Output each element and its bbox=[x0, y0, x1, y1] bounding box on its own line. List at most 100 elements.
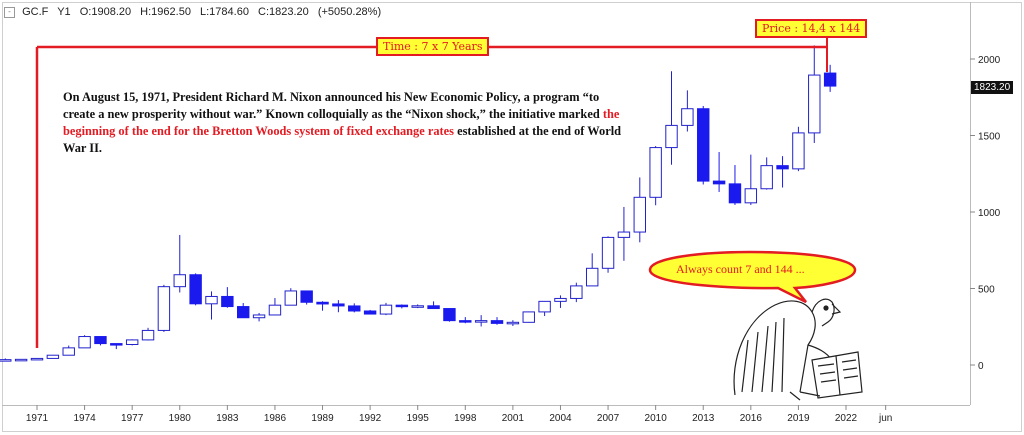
candle bbox=[554, 295, 567, 308]
candle bbox=[157, 284, 171, 332]
candle bbox=[760, 157, 773, 190]
candle-body bbox=[728, 183, 742, 204]
candle-body bbox=[332, 303, 345, 307]
candle bbox=[792, 126, 805, 172]
candle-body bbox=[395, 304, 409, 308]
candle-body bbox=[268, 304, 282, 316]
candle bbox=[125, 339, 139, 346]
candle-body bbox=[538, 300, 551, 313]
candle-body bbox=[411, 305, 424, 308]
candle-body bbox=[379, 304, 393, 315]
candle-body bbox=[474, 320, 488, 323]
candle bbox=[538, 300, 551, 317]
x-tick-label: 2016 bbox=[740, 413, 763, 424]
candle-body bbox=[110, 343, 123, 346]
time-label: Time : 7 x 7 Years bbox=[376, 37, 490, 56]
chart-header: - GC.F Y1 O:1908.20 H:1962.50 L:1784.60 … bbox=[4, 6, 387, 18]
candle bbox=[173, 234, 186, 293]
candle bbox=[221, 287, 234, 308]
candle bbox=[300, 290, 313, 305]
candle-body bbox=[30, 357, 44, 361]
candle-body bbox=[221, 295, 234, 308]
candle-body bbox=[157, 286, 171, 331]
x-tick-label: 2001 bbox=[502, 413, 525, 424]
note-text-part1: On August 15, 1971, President Richard M.… bbox=[63, 90, 603, 121]
candle-body bbox=[490, 320, 504, 324]
candle bbox=[522, 311, 535, 323]
candle bbox=[0, 358, 12, 362]
y-tick-label: 2000 bbox=[978, 55, 1001, 66]
candle bbox=[62, 345, 75, 356]
collapse-icon[interactable]: - bbox=[4, 6, 15, 18]
candle-body bbox=[363, 310, 377, 315]
candle bbox=[808, 45, 821, 143]
candle-body bbox=[506, 321, 520, 325]
close-value: C:1823.20 bbox=[258, 6, 309, 18]
x-tick-label: 1983 bbox=[216, 413, 239, 424]
x-tick-label: 2013 bbox=[692, 413, 715, 424]
candle-body bbox=[633, 196, 646, 233]
candle-body bbox=[300, 290, 313, 303]
candle bbox=[252, 312, 266, 322]
candle bbox=[30, 357, 44, 361]
candle bbox=[617, 206, 631, 261]
x-tick-label: 1977 bbox=[121, 413, 144, 424]
candle-body bbox=[808, 74, 821, 134]
candle-body bbox=[522, 311, 535, 323]
candle bbox=[823, 64, 837, 92]
candle-body bbox=[173, 274, 186, 288]
x-tick-label: 2010 bbox=[645, 413, 668, 424]
candle bbox=[237, 303, 250, 319]
candle bbox=[474, 315, 488, 327]
nixon-shock-note: On August 15, 1971, President Richard M.… bbox=[63, 89, 623, 157]
note-highlight: the beginning of the end for the Bretton… bbox=[63, 107, 620, 138]
candle-body bbox=[125, 339, 139, 345]
candle bbox=[427, 301, 440, 310]
candle bbox=[205, 291, 218, 320]
candle bbox=[776, 156, 789, 188]
candle bbox=[141, 327, 155, 341]
candle bbox=[649, 146, 662, 206]
change-value: (+5050.28%) bbox=[317, 6, 382, 18]
candle-body bbox=[62, 347, 75, 356]
y-tick-label: 0 bbox=[978, 361, 984, 372]
candle-body bbox=[284, 290, 298, 306]
candle-body bbox=[681, 108, 694, 126]
candle-body bbox=[792, 132, 805, 170]
candle-body bbox=[601, 236, 615, 269]
candle bbox=[316, 301, 329, 311]
candle-body bbox=[443, 308, 456, 322]
candle-body bbox=[141, 329, 155, 341]
candle bbox=[284, 288, 298, 306]
candle bbox=[94, 336, 107, 346]
candle bbox=[78, 335, 91, 349]
speech-bubble-text: Always count 7 and 144 ... bbox=[676, 262, 805, 276]
x-tick-label: 1971 bbox=[26, 413, 49, 424]
price-label: Price : 14,4 x 144 bbox=[755, 19, 868, 38]
candle-body bbox=[189, 274, 202, 305]
candle bbox=[744, 154, 758, 205]
candle-body bbox=[554, 297, 567, 302]
candle-body bbox=[348, 305, 361, 312]
interval-label: Y1 bbox=[57, 6, 71, 18]
candle bbox=[332, 300, 345, 313]
speech-bubble bbox=[648, 250, 857, 304]
x-tick-label: 2007 bbox=[597, 413, 620, 424]
candle-body bbox=[237, 306, 250, 319]
candle-body bbox=[78, 336, 91, 349]
candle bbox=[379, 302, 393, 316]
candle-body bbox=[459, 320, 472, 323]
candle-body bbox=[316, 301, 329, 305]
candle-body bbox=[697, 108, 710, 182]
x-tick-label: 1974 bbox=[73, 413, 96, 424]
low-value: L:1784.60 bbox=[200, 6, 249, 18]
candle bbox=[728, 165, 742, 205]
candle-body bbox=[14, 358, 28, 362]
open-value: O:1908.20 bbox=[79, 6, 132, 18]
candle bbox=[697, 105, 710, 185]
last-price-tag: 1823.20 bbox=[971, 81, 1014, 94]
candle-body bbox=[585, 267, 599, 287]
x-tick-label: 1995 bbox=[407, 413, 430, 424]
candle-body bbox=[94, 336, 107, 345]
